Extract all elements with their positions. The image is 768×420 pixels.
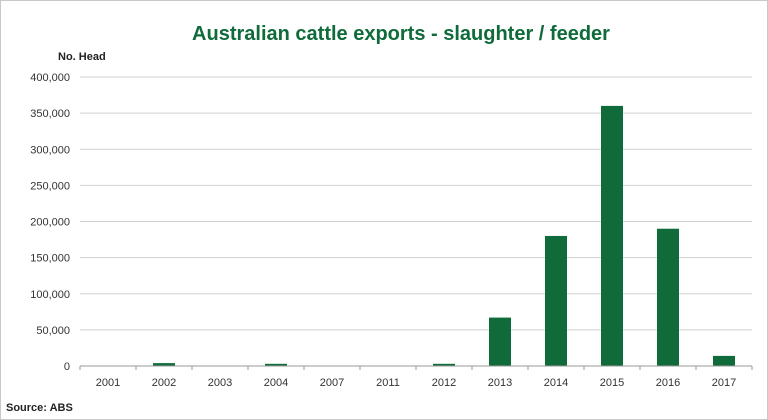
x-tick-label: 2015 [600, 377, 624, 389]
bar-2013 [489, 317, 511, 366]
y-tick-label: 250,000 [30, 180, 70, 192]
chart-title: Australian cattle exports - slaughter / … [192, 23, 610, 45]
y-tick-label: 300,000 [30, 144, 70, 156]
x-tick-label: 2002 [152, 377, 176, 389]
bar-2015 [601, 105, 623, 367]
x-tick-label: 2016 [656, 377, 680, 389]
y-tick-label: 200,000 [30, 217, 70, 229]
y-tick-label: 50,000 [36, 325, 70, 337]
bars [153, 105, 735, 367]
bar-2017 [713, 355, 735, 366]
x-tick-label: 2001 [96, 377, 120, 389]
gridlines [80, 76, 752, 331]
x-tick-label: 2012 [432, 377, 456, 389]
x-tick-label: 2017 [712, 377, 736, 389]
x-tick-label: 2014 [544, 377, 568, 389]
y-tick-label: 100,000 [30, 289, 70, 301]
x-tick-label: 2007 [320, 377, 344, 389]
x-tick-label: 2013 [488, 377, 512, 389]
y-axis-unit-label: No. Head [58, 51, 106, 63]
bar-2016 [657, 228, 679, 366]
bar-2014 [545, 235, 567, 366]
y-tick-label: 400,000 [30, 72, 70, 84]
x-tick-label: 2011 [376, 377, 400, 389]
bar-2002 [153, 363, 175, 366]
y-tick-label: 350,000 [30, 108, 70, 120]
y-axis-ticks: 0 50,000 100,000 150,000 200,000 250,000 300,0… [30, 72, 70, 373]
x-tick-label: 2004 [264, 377, 288, 389]
bar-2004 [265, 363, 287, 366]
source-note: Source: ABS [6, 402, 73, 414]
bar-2012 [433, 363, 455, 366]
y-tick-label: 0 [64, 361, 70, 373]
x-tick-label: 2003 [208, 377, 232, 389]
x-axis-ticks: 2001 2002 2003 2004 2007 2011 2012 2013 2014 2015… [79, 366, 753, 389]
y-tick-label: 150,000 [30, 253, 70, 265]
